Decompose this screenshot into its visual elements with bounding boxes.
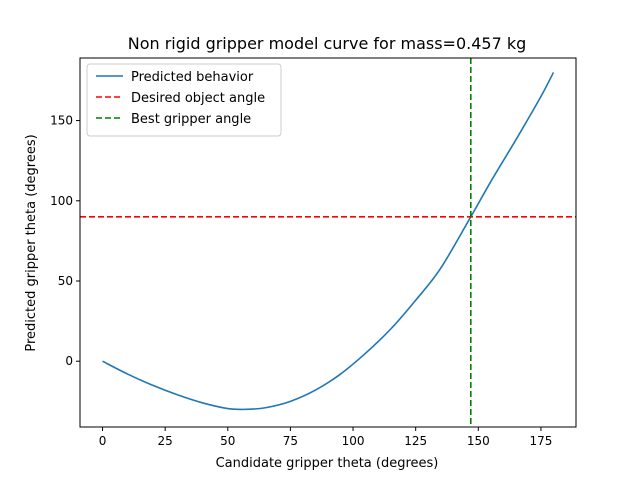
x-tick-label: 0 xyxy=(99,434,107,448)
x-axis-label: Candidate gripper theta (degrees) xyxy=(216,456,439,471)
y-tick-label: 150 xyxy=(50,114,73,128)
x-tick-label: 175 xyxy=(529,434,552,448)
legend-label-1: Desired object angle xyxy=(131,91,265,106)
x-tick-label: 50 xyxy=(220,434,235,448)
x-tick-label: 150 xyxy=(467,434,490,448)
y-tick-label: 0 xyxy=(65,354,73,368)
legend: Predicted behavior Desired object angle Be… xyxy=(86,63,282,137)
plot-area xyxy=(79,57,577,428)
y-axis-label: Predicted gripper theta (degrees) xyxy=(24,134,39,351)
x-tick-label: 125 xyxy=(404,434,427,448)
legend-box xyxy=(86,63,282,137)
legend-label-2: Best gripper angle xyxy=(131,112,251,127)
x-tick-label: 100 xyxy=(342,434,365,448)
y-tick-label: 50 xyxy=(58,274,73,288)
chart-title: Non rigid gripper model curve for mass=0… xyxy=(128,34,527,53)
x-axis: 0 25 50 75 100 125 150 175 xyxy=(99,427,552,448)
series-line-0 xyxy=(102,72,555,411)
y-axis: 0 50 100 150 xyxy=(50,114,80,368)
x-tick-label: 25 xyxy=(158,434,173,448)
x-tick-label: 75 xyxy=(283,434,298,448)
axes-frame xyxy=(79,57,577,428)
legend-label-0: Predicted behavior xyxy=(131,70,254,85)
y-tick-label: 100 xyxy=(50,194,73,208)
